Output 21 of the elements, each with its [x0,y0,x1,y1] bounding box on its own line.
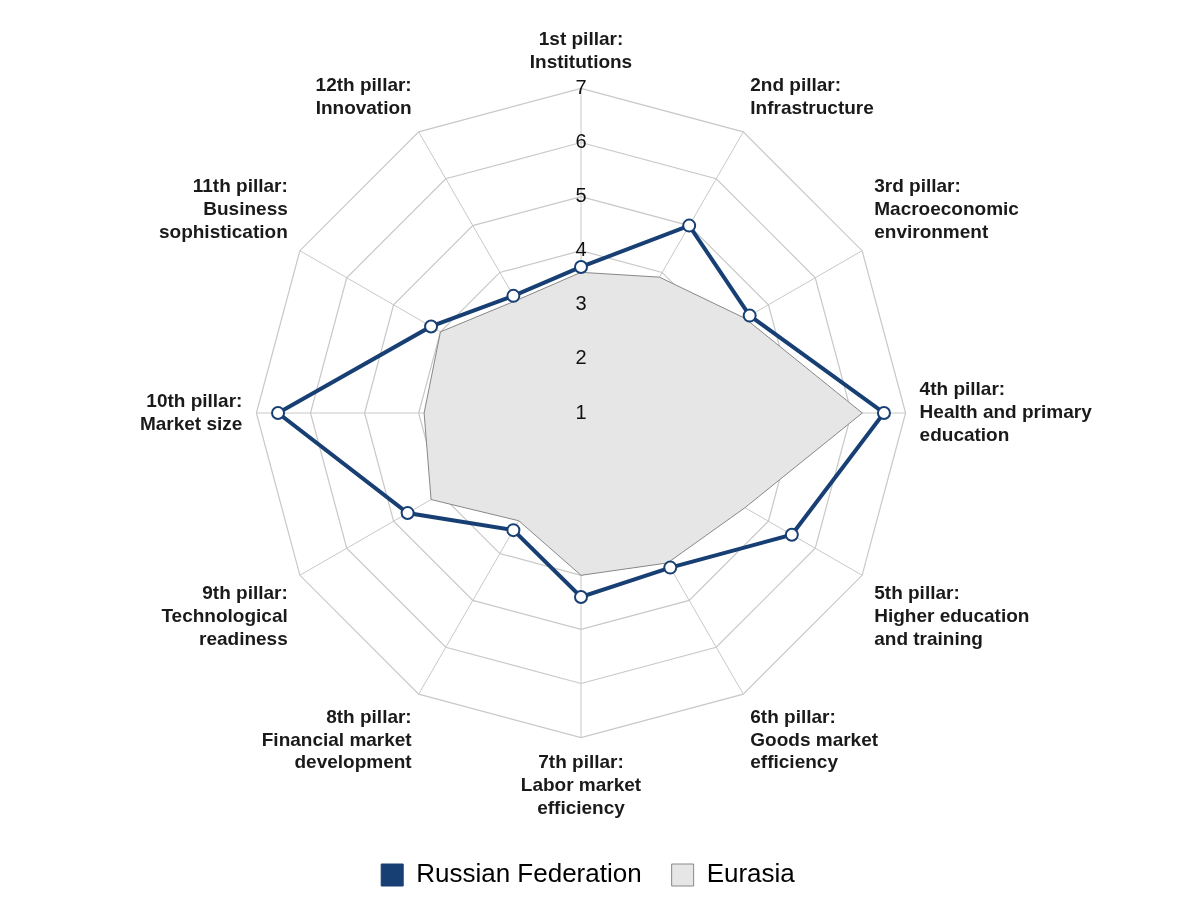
y-tick-label: 4 [575,238,587,261]
spoke-label: 2nd pillar: Infrastructure [750,73,874,118]
y-tick-label: 7 [575,75,587,98]
spoke-label: 3rd pillar: Macroeconomic environment [874,174,1020,242]
y-tick-label: 1 [575,400,587,423]
spoke-label: 10th pillar: Market size [139,389,243,434]
spoke-label: 9th pillar: Technological readiness [161,581,288,649]
spoke-label: 6th pillar: Goods market efficiency [750,705,879,773]
spoke-label: 7th pillar: Labor market efficiency [520,751,642,818]
spoke-label: 8th pillar: Financial market development [261,705,413,773]
spoke-label: 11th pillar: Business sophistication [158,174,288,242]
spoke-label: 1st pillar: Institutions [529,28,633,73]
y-tick-label: 6 [575,130,587,153]
y-tick-label: 3 [575,292,587,315]
spoke-label: 12th pillar: Innovation [315,73,412,118]
spoke-label: 5th pillar: Higher education and training [874,581,1030,649]
spoke-label: 4th pillar: Health and primary education [919,378,1093,446]
legend-label: Eurasia [706,858,796,889]
legend-label: Russian Federation [416,858,642,889]
y-tick-label: 5 [575,184,587,207]
y-tick-label: 2 [575,346,587,369]
